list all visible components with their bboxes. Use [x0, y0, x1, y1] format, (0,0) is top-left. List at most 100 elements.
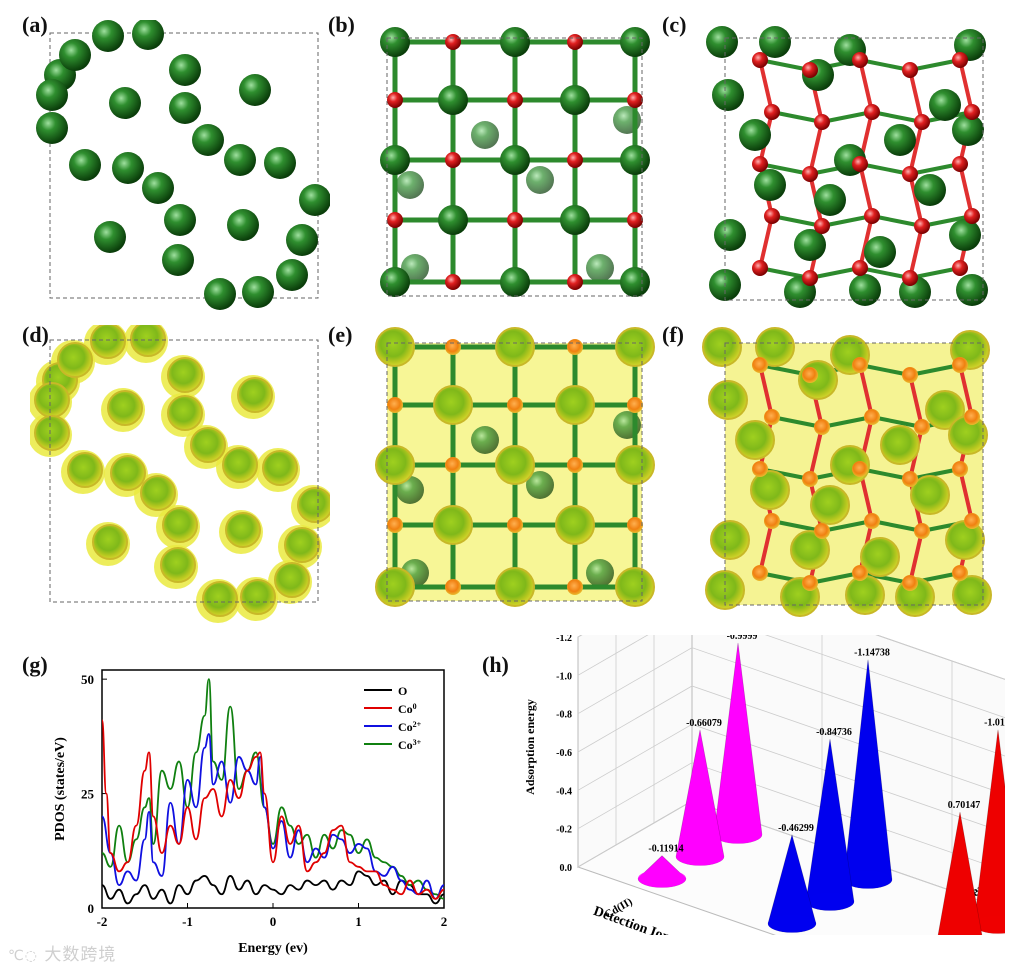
- o-atom: [852, 156, 868, 172]
- o-atom: [567, 579, 583, 595]
- y-tick-label: 0: [88, 901, 95, 916]
- co-atom: [560, 85, 590, 115]
- co-atom: [380, 27, 410, 57]
- cone-base: [806, 892, 854, 911]
- co-atom-isosurface: [107, 390, 143, 426]
- o-atom: [752, 461, 768, 477]
- o-atom: [445, 457, 461, 473]
- unit-cell-box: [386, 37, 643, 297]
- o-atom: [387, 397, 403, 413]
- data-label: -0.84736: [816, 727, 852, 738]
- co-atom: [759, 26, 791, 58]
- o-atom: [802, 166, 818, 182]
- o-atom: [445, 274, 461, 290]
- co-atom-isosurface: [615, 327, 655, 367]
- co-atom-background: [586, 559, 614, 587]
- co-atom: [952, 114, 984, 146]
- o-atom: [802, 471, 818, 487]
- pdos-line-co0: [101, 719, 445, 900]
- y-axis-label: PDOS (states/eV): [53, 737, 68, 841]
- co-atom-isosurface: [190, 427, 226, 463]
- co-atom-isosurface: [735, 420, 775, 460]
- o-atom: [387, 92, 403, 108]
- co-atom: [864, 236, 896, 268]
- co-o-bond: [909, 58, 961, 72]
- o-atom: [952, 52, 968, 68]
- panel-label-a: (a): [22, 12, 48, 37]
- o-atom: [764, 104, 780, 120]
- pdos-chart: -2 -1 0 1 2 0 25 50 Energy (ev) PDOS (states/eV) O…: [53, 669, 448, 956]
- o-atom: [902, 471, 918, 487]
- o-o-bond: [858, 59, 874, 113]
- o-o-bond: [958, 59, 974, 113]
- o-o-bond: [758, 59, 774, 113]
- o-atom: [864, 104, 880, 120]
- data-label: -0.9999: [727, 635, 758, 642]
- co-atom: [192, 124, 224, 156]
- co-atom-background: [471, 121, 499, 149]
- co-atom: [94, 221, 126, 253]
- o-atom: [567, 457, 583, 473]
- co-atom: [92, 20, 124, 52]
- co-atom: [620, 145, 650, 175]
- o-atom: [802, 575, 818, 591]
- o-o-bond: [908, 225, 924, 279]
- co-o-bond: [821, 110, 873, 124]
- o-atom: [964, 409, 980, 425]
- co-o-bond: [771, 110, 823, 124]
- o-atom: [964, 513, 980, 529]
- co-atom-isosurface: [615, 567, 655, 607]
- co-atom-isosurface: [237, 377, 273, 413]
- co-atom: [59, 39, 91, 71]
- o-atom: [752, 357, 768, 373]
- co-atom-isosurface: [225, 512, 261, 548]
- co-atom-background: [586, 254, 614, 282]
- co-o-bond: [821, 415, 873, 429]
- o-atom: [627, 212, 643, 228]
- panel-label-g: (g): [22, 652, 48, 677]
- co-atom-isosurface: [495, 445, 535, 485]
- co-atom: [224, 144, 256, 176]
- co-atom-isosurface: [162, 507, 198, 543]
- cone-bar: [937, 811, 983, 935]
- co-atom: [69, 149, 101, 181]
- co-atom: [227, 209, 259, 241]
- o-o-bond: [758, 364, 774, 418]
- pdos-line-o: [101, 870, 445, 905]
- structure-panel-f: [702, 327, 992, 617]
- co-o-bond: [771, 214, 823, 228]
- co-atom-isosurface: [274, 562, 310, 598]
- o-atom: [914, 419, 930, 435]
- co-atom: [242, 276, 274, 308]
- o-atom: [814, 523, 830, 539]
- adsorption-3d-chart: 0.0 -0.2 -0.4 -0.6 -0.8 -1.0 -1.2 Adsorption en…: [523, 635, 1005, 935]
- o-atom: [627, 92, 643, 108]
- co-o-bond: [771, 415, 823, 429]
- z-axis-label: Adsorption energy: [523, 699, 537, 795]
- structure-panel-c: [706, 26, 988, 308]
- co-atom-isosurface: [375, 445, 415, 485]
- co-atom-isosurface: [845, 575, 885, 615]
- co-atom-isosurface: [57, 342, 93, 378]
- co-atom: [500, 27, 530, 57]
- data-label: -0.11914: [648, 844, 683, 855]
- x-tick-label: 2: [441, 914, 448, 929]
- co-atom: [169, 54, 201, 86]
- co-atom: [162, 244, 194, 276]
- co-atom-isosurface: [92, 524, 128, 560]
- o-atom: [802, 367, 818, 383]
- panel-label-e: (e): [328, 322, 353, 347]
- co-atom: [36, 112, 68, 144]
- cone-base: [768, 914, 816, 933]
- co-atom-isosurface: [297, 487, 330, 523]
- o-o-bond: [908, 530, 924, 584]
- data-label: -0.46299: [778, 823, 814, 834]
- x-tick-label: -2: [97, 914, 108, 929]
- co-atom: [620, 267, 650, 297]
- co-atom: [929, 89, 961, 121]
- legend-entry: O: [398, 684, 407, 698]
- co-atom-isosurface: [222, 447, 258, 483]
- co-atom-isosurface: [433, 505, 473, 545]
- co-o-bond: [909, 467, 961, 481]
- co-atom-isosurface: [110, 455, 146, 491]
